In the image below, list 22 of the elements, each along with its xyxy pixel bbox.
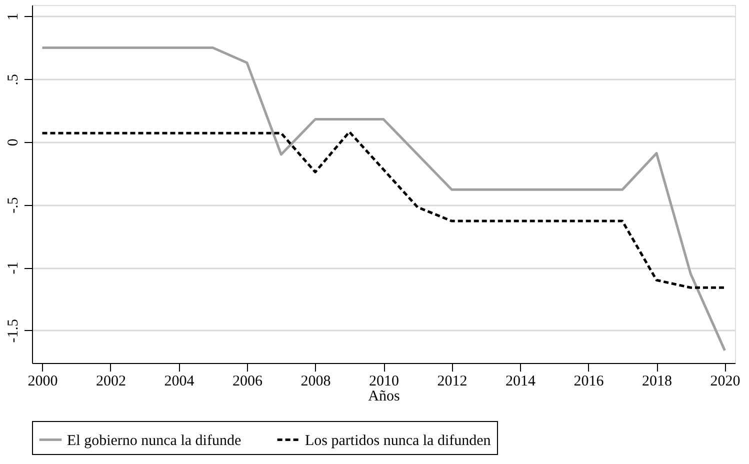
x-tick-label: 2014: [506, 374, 536, 390]
x-axis-title: Años: [368, 388, 400, 404]
x-tick-label: 2002: [96, 374, 126, 390]
y-tick-label: .5: [6, 74, 22, 86]
y-tick-label: 0: [6, 138, 22, 146]
x-tick-label: 2020: [710, 374, 740, 390]
x-tick-label: 2012: [437, 374, 468, 390]
line-series: [40, 130, 726, 289]
x-tick-label: 2000: [28, 374, 58, 390]
x-tick-label: 2004: [164, 374, 195, 390]
x-tick-label: 2006: [232, 374, 263, 390]
y-tick-label: -1: [6, 262, 22, 274]
y-tick-label: -1.5: [6, 318, 22, 343]
legend-label: El gobierno nunca la difunde: [67, 432, 242, 449]
x-tick-label: 2008: [300, 374, 331, 390]
x-tick-label: 2016: [574, 374, 604, 390]
x-tick-label: 2010: [369, 374, 399, 390]
line-series: [40, 46, 726, 352]
legend-label: Los partidos nunca la difunden: [305, 432, 492, 449]
y-tick-label: 1: [6, 13, 22, 21]
x-tick-label: 2018: [642, 374, 672, 390]
y-tick-label: -.5: [6, 197, 22, 214]
